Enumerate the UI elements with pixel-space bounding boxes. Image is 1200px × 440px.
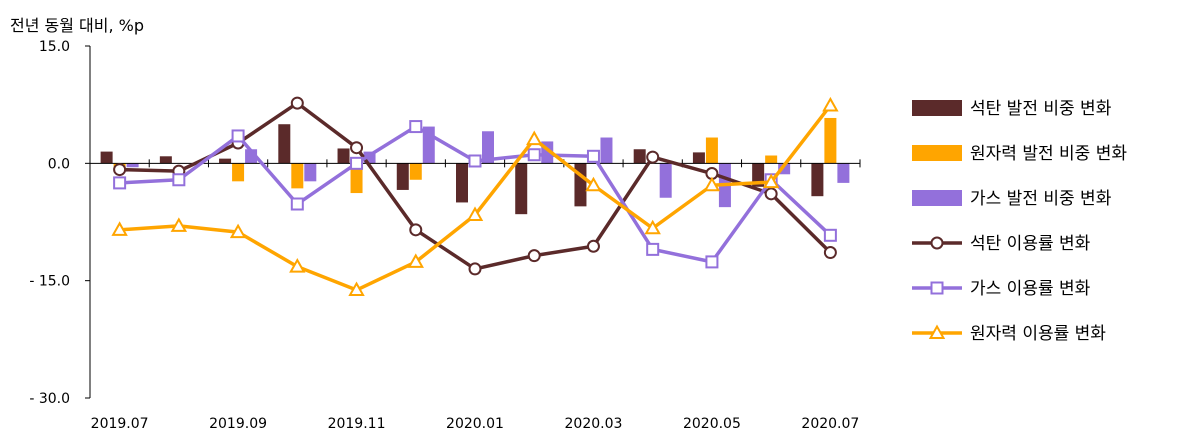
x-tick-label: 2019.07 [91, 416, 149, 432]
legend-label: 석탄 발전 비중 변화 [970, 99, 1112, 119]
line-3-point-2020.02 [526, 130, 543, 146]
line-1-point-2020.03 [586, 239, 600, 253]
bar-1-2019.07 [100, 151, 113, 164]
bar-1-2020.07 [811, 163, 824, 197]
line-2-point-2019.08 [172, 173, 186, 187]
legend-label: 원자력 발전 비중 변화 [970, 144, 1127, 164]
bar-1-2020.01 [456, 163, 468, 203]
line-1-point-2019.07 [113, 163, 127, 177]
line-2-point-2019.10 [290, 197, 304, 211]
bar-2-2019.11 [350, 163, 363, 194]
line-1-point-2019.11 [350, 141, 364, 155]
line-2-point-2020.04 [646, 242, 660, 256]
y-tick-label: - 30.0 [29, 391, 70, 407]
y-axis-unit-label: 전년 동월 대비, %p [10, 16, 145, 35]
x-tick-label: 2020.05 [683, 416, 741, 432]
line-3-point-2020.01 [466, 206, 484, 221]
bar-1-2020.02 [515, 163, 528, 215]
bar-3-2019.10 [304, 163, 317, 182]
bar-2-2019.09 [232, 163, 245, 182]
line-2-point-2020.01 [468, 154, 482, 168]
legend-swatch-bar [912, 145, 962, 161]
x-tick-label: 2020.07 [801, 416, 859, 432]
line-1-point-2020.01 [468, 262, 482, 276]
legend-swatch-marker [930, 281, 944, 295]
y-tick-label: 0.0 [48, 156, 70, 172]
line-2-point-2020.02 [527, 148, 541, 162]
bar-3-2020.03 [600, 137, 613, 164]
bar-1-2019.12 [396, 163, 409, 190]
line-1-point-2020.04 [646, 150, 660, 164]
bar-1-2019.08 [159, 156, 172, 164]
legend-label: 석탄 이용률 변화 [970, 234, 1091, 254]
bar-3-2019.11 [363, 151, 376, 164]
y-tick-label: - 15.0 [29, 274, 70, 290]
x-tick-label: 2020.01 [446, 416, 504, 432]
line-3-point-2020.03 [585, 176, 602, 192]
line-3-point-2020.05 [703, 176, 721, 192]
line-3-point-2019.10 [289, 258, 306, 273]
bar-1-2019.09 [219, 158, 232, 164]
bar-2-2020.05 [705, 137, 718, 164]
x-tick-label: 2019.11 [328, 416, 386, 432]
axes-group: 15.0 0.0 - 15.0 - 30.0 2019.07 2019.09 2019.11… [29, 39, 861, 432]
line-1-point-2019.12 [409, 223, 423, 237]
bar-2-2019.10 [291, 163, 304, 189]
bar-3-2019.09 [245, 149, 258, 164]
bar-2-2019.12 [409, 163, 422, 180]
x-tick-label: 2019.09 [209, 416, 267, 432]
legend-swatch-bar [912, 190, 962, 206]
bar-3-2020.01 [482, 131, 494, 164]
line-3-point-2019.09 [229, 223, 247, 239]
line-2-point-2020.03 [586, 149, 600, 163]
legend-label: 가스 발전 비중 변화 [970, 189, 1112, 209]
line-1-point-2020.02 [527, 249, 541, 263]
line-1-point-2019.10 [290, 96, 304, 110]
bar-3-2020.07 [837, 163, 850, 183]
line-3-point-2020.07 [822, 96, 839, 112]
bar-1-2019.11 [337, 148, 350, 164]
bar-1-2019.10 [278, 124, 291, 164]
line-2-point-2019.11 [350, 156, 364, 170]
legend-swatch-marker [928, 324, 946, 339]
x-tick-label: 2020.03 [565, 416, 623, 432]
line-series-group [111, 96, 839, 297]
bar-2-2020.06 [765, 155, 778, 164]
line-2-point-2020.07 [823, 228, 837, 242]
line-3-point-2019.07 [111, 221, 128, 236]
line-3-point-2019.08 [170, 217, 188, 232]
legend-label: 원자력 이용률 변화 [970, 324, 1106, 344]
line-1-point-2020.06 [764, 187, 778, 201]
y-tick-label: 15.0 [39, 39, 70, 55]
line-2-point-2020.05 [705, 255, 719, 269]
line-2-point-2019.09 [231, 129, 245, 143]
bar-series-group [100, 117, 850, 215]
legend-swatch-marker [930, 236, 944, 250]
line-3-point-2019.11 [348, 281, 365, 297]
bar-2-2020.07 [824, 117, 837, 164]
line-3-point-2020.04 [644, 219, 661, 235]
legend-swatch-bar [912, 100, 962, 116]
line-1-point-2020.07 [823, 246, 837, 260]
line-2-point-2019.07 [113, 176, 127, 190]
bar-1-2020.05 [692, 152, 705, 164]
bar-3-2019.07 [126, 163, 139, 168]
bar-3-2020.06 [778, 163, 791, 175]
line-2-point-2019.12 [409, 120, 423, 134]
line-3-point-2020.06 [762, 173, 780, 189]
bar-1-2020.04 [633, 149, 646, 164]
line-3-point-2019.12 [407, 253, 424, 268]
bar-3-2020.04 [659, 163, 672, 198]
legend-label: 가스 이용률 변화 [970, 279, 1091, 299]
